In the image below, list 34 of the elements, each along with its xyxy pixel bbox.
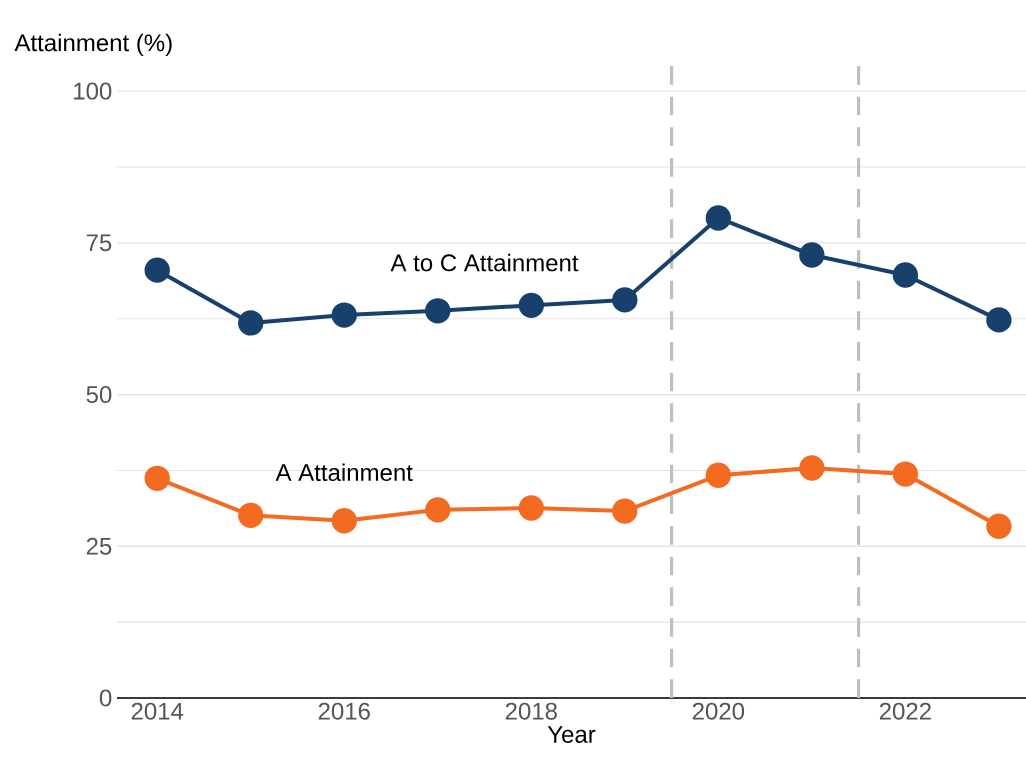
point: [238, 502, 264, 528]
point: [705, 205, 731, 231]
x-tick-label: 2016: [318, 702, 370, 720]
y-tick-label: 25: [86, 537, 112, 555]
point: [144, 257, 170, 283]
point: [986, 307, 1012, 333]
y-axis-title: Attainment (%): [14, 33, 172, 57]
series-label: A Attainment: [275, 463, 413, 482]
point: [238, 310, 264, 336]
point: [425, 298, 451, 324]
point: [425, 497, 451, 523]
point: [331, 302, 357, 328]
point: [612, 498, 638, 524]
y-tick-label: 100: [74, 82, 112, 100]
point: [518, 292, 544, 319]
x-tick-label: 2020: [692, 702, 745, 720]
point: [799, 242, 825, 268]
point: [518, 495, 544, 521]
x-tick-label: 2022: [879, 702, 931, 720]
point: [799, 455, 825, 481]
point: [892, 461, 919, 487]
point: [144, 465, 170, 491]
point: [612, 287, 638, 313]
y-tick-label: 50: [86, 386, 112, 404]
y-tick-label: 75: [86, 234, 112, 252]
x-tick-label: 2014: [131, 702, 184, 720]
point: [892, 262, 919, 288]
y-tick-label: 0: [99, 689, 112, 707]
point: [986, 513, 1012, 539]
x-axis-title: Year: [547, 726, 596, 743]
series-label: A to C Attainment: [390, 253, 579, 272]
x-tick-label: 2018: [505, 702, 557, 720]
point: [331, 508, 357, 534]
point: [705, 462, 731, 488]
